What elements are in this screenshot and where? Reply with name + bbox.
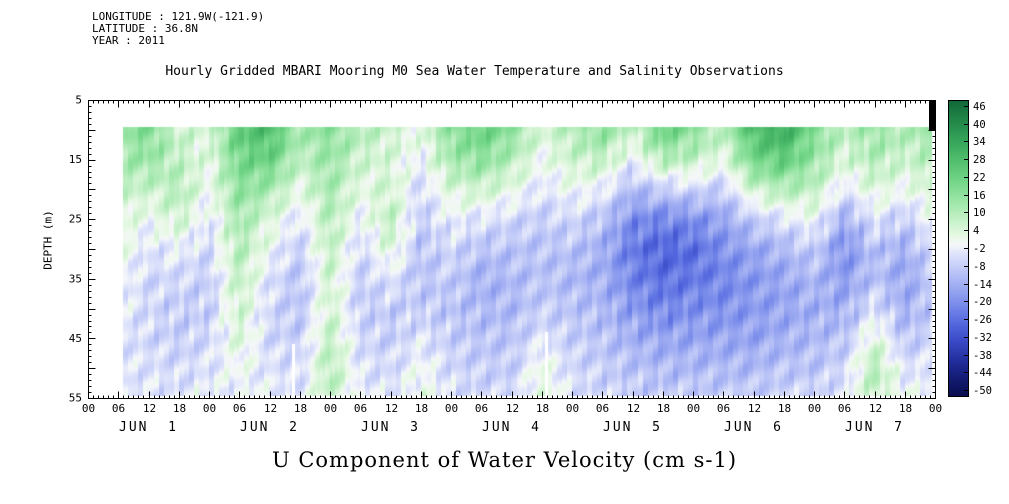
depth-axis-label: DEPTH (m) <box>41 210 55 270</box>
plot-title: Hourly Gridded MBARI Mooring M0 Sea Wate… <box>165 64 784 79</box>
svg-text:18: 18 <box>294 402 307 415</box>
svg-text:5: 5 <box>75 94 82 107</box>
svg-text:-14: -14 <box>973 279 992 291</box>
svg-text:-8: -8 <box>973 261 986 273</box>
svg-text:25: 25 <box>69 213 82 226</box>
svg-text:15: 15 <box>69 153 82 166</box>
svg-text:46: 46 <box>973 101 986 113</box>
svg-text:00: 00 <box>566 402 579 415</box>
svg-text:12: 12 <box>143 402 156 415</box>
missing-data-bar <box>929 101 935 130</box>
bottom-axis-title: U Component of Water Velocity (cm s-1) <box>271 448 738 472</box>
svg-text:JUN 4: JUN 4 <box>482 420 541 435</box>
header-longitude: LONGITUDE : 121.9W(-121.9) <box>92 10 265 23</box>
svg-text:JUN 2: JUN 2 <box>240 420 299 435</box>
svg-text:55: 55 <box>69 392 82 405</box>
svg-text:06: 06 <box>233 402 246 415</box>
svg-text:12: 12 <box>748 402 761 415</box>
svg-text:00: 00 <box>82 402 95 415</box>
svg-text:18: 18 <box>415 402 428 415</box>
svg-text:45: 45 <box>69 332 82 345</box>
svg-text:16: 16 <box>973 190 986 202</box>
svg-text:00: 00 <box>445 402 458 415</box>
svg-text:JUN 6: JUN 6 <box>724 420 783 435</box>
svg-text:-38: -38 <box>973 350 992 362</box>
header-latitude: LATITUDE : 36.8N <box>92 22 198 35</box>
svg-text:12: 12 <box>264 402 277 415</box>
svg-text:18: 18 <box>899 402 912 415</box>
svg-text:12: 12 <box>385 402 398 415</box>
svg-text:18: 18 <box>657 402 670 415</box>
svg-text:06: 06 <box>112 402 125 415</box>
svg-text:06: 06 <box>838 402 851 415</box>
svg-text:JUN 3: JUN 3 <box>361 420 420 435</box>
svg-text:00: 00 <box>324 402 337 415</box>
header-year: YEAR : 2011 <box>92 34 165 47</box>
svg-text:-44: -44 <box>973 367 992 379</box>
svg-text:40: 40 <box>973 119 986 131</box>
heatmap-canvas <box>88 100 935 398</box>
svg-text:-26: -26 <box>973 314 992 326</box>
svg-text:06: 06 <box>354 402 367 415</box>
svg-text:4: 4 <box>973 225 979 237</box>
svg-text:06: 06 <box>475 402 488 415</box>
svg-text:06: 06 <box>717 402 730 415</box>
svg-text:00: 00 <box>687 402 700 415</box>
svg-text:JUN 1: JUN 1 <box>119 420 178 435</box>
svg-text:34: 34 <box>973 136 986 148</box>
svg-text:35: 35 <box>69 272 82 285</box>
svg-text:-50: -50 <box>973 385 992 397</box>
colorbar-canvas <box>948 100 968 396</box>
svg-text:28: 28 <box>973 154 986 166</box>
svg-text:-2: -2 <box>973 243 986 255</box>
svg-text:18: 18 <box>778 402 791 415</box>
svg-text:-32: -32 <box>973 332 992 344</box>
svg-text:00: 00 <box>929 402 942 415</box>
svg-text:12: 12 <box>506 402 519 415</box>
svg-text:00: 00 <box>203 402 216 415</box>
svg-text:12: 12 <box>869 402 882 415</box>
svg-text:18: 18 <box>173 402 186 415</box>
svg-text:-20: -20 <box>973 296 992 308</box>
svg-text:JUN 5: JUN 5 <box>603 420 662 435</box>
svg-text:10: 10 <box>973 207 986 219</box>
svg-text:00: 00 <box>808 402 821 415</box>
svg-text:06: 06 <box>596 402 609 415</box>
svg-text:18: 18 <box>536 402 549 415</box>
svg-text:JUN 7: JUN 7 <box>845 420 904 435</box>
svg-text:12: 12 <box>627 402 640 415</box>
svg-text:22: 22 <box>973 172 986 184</box>
